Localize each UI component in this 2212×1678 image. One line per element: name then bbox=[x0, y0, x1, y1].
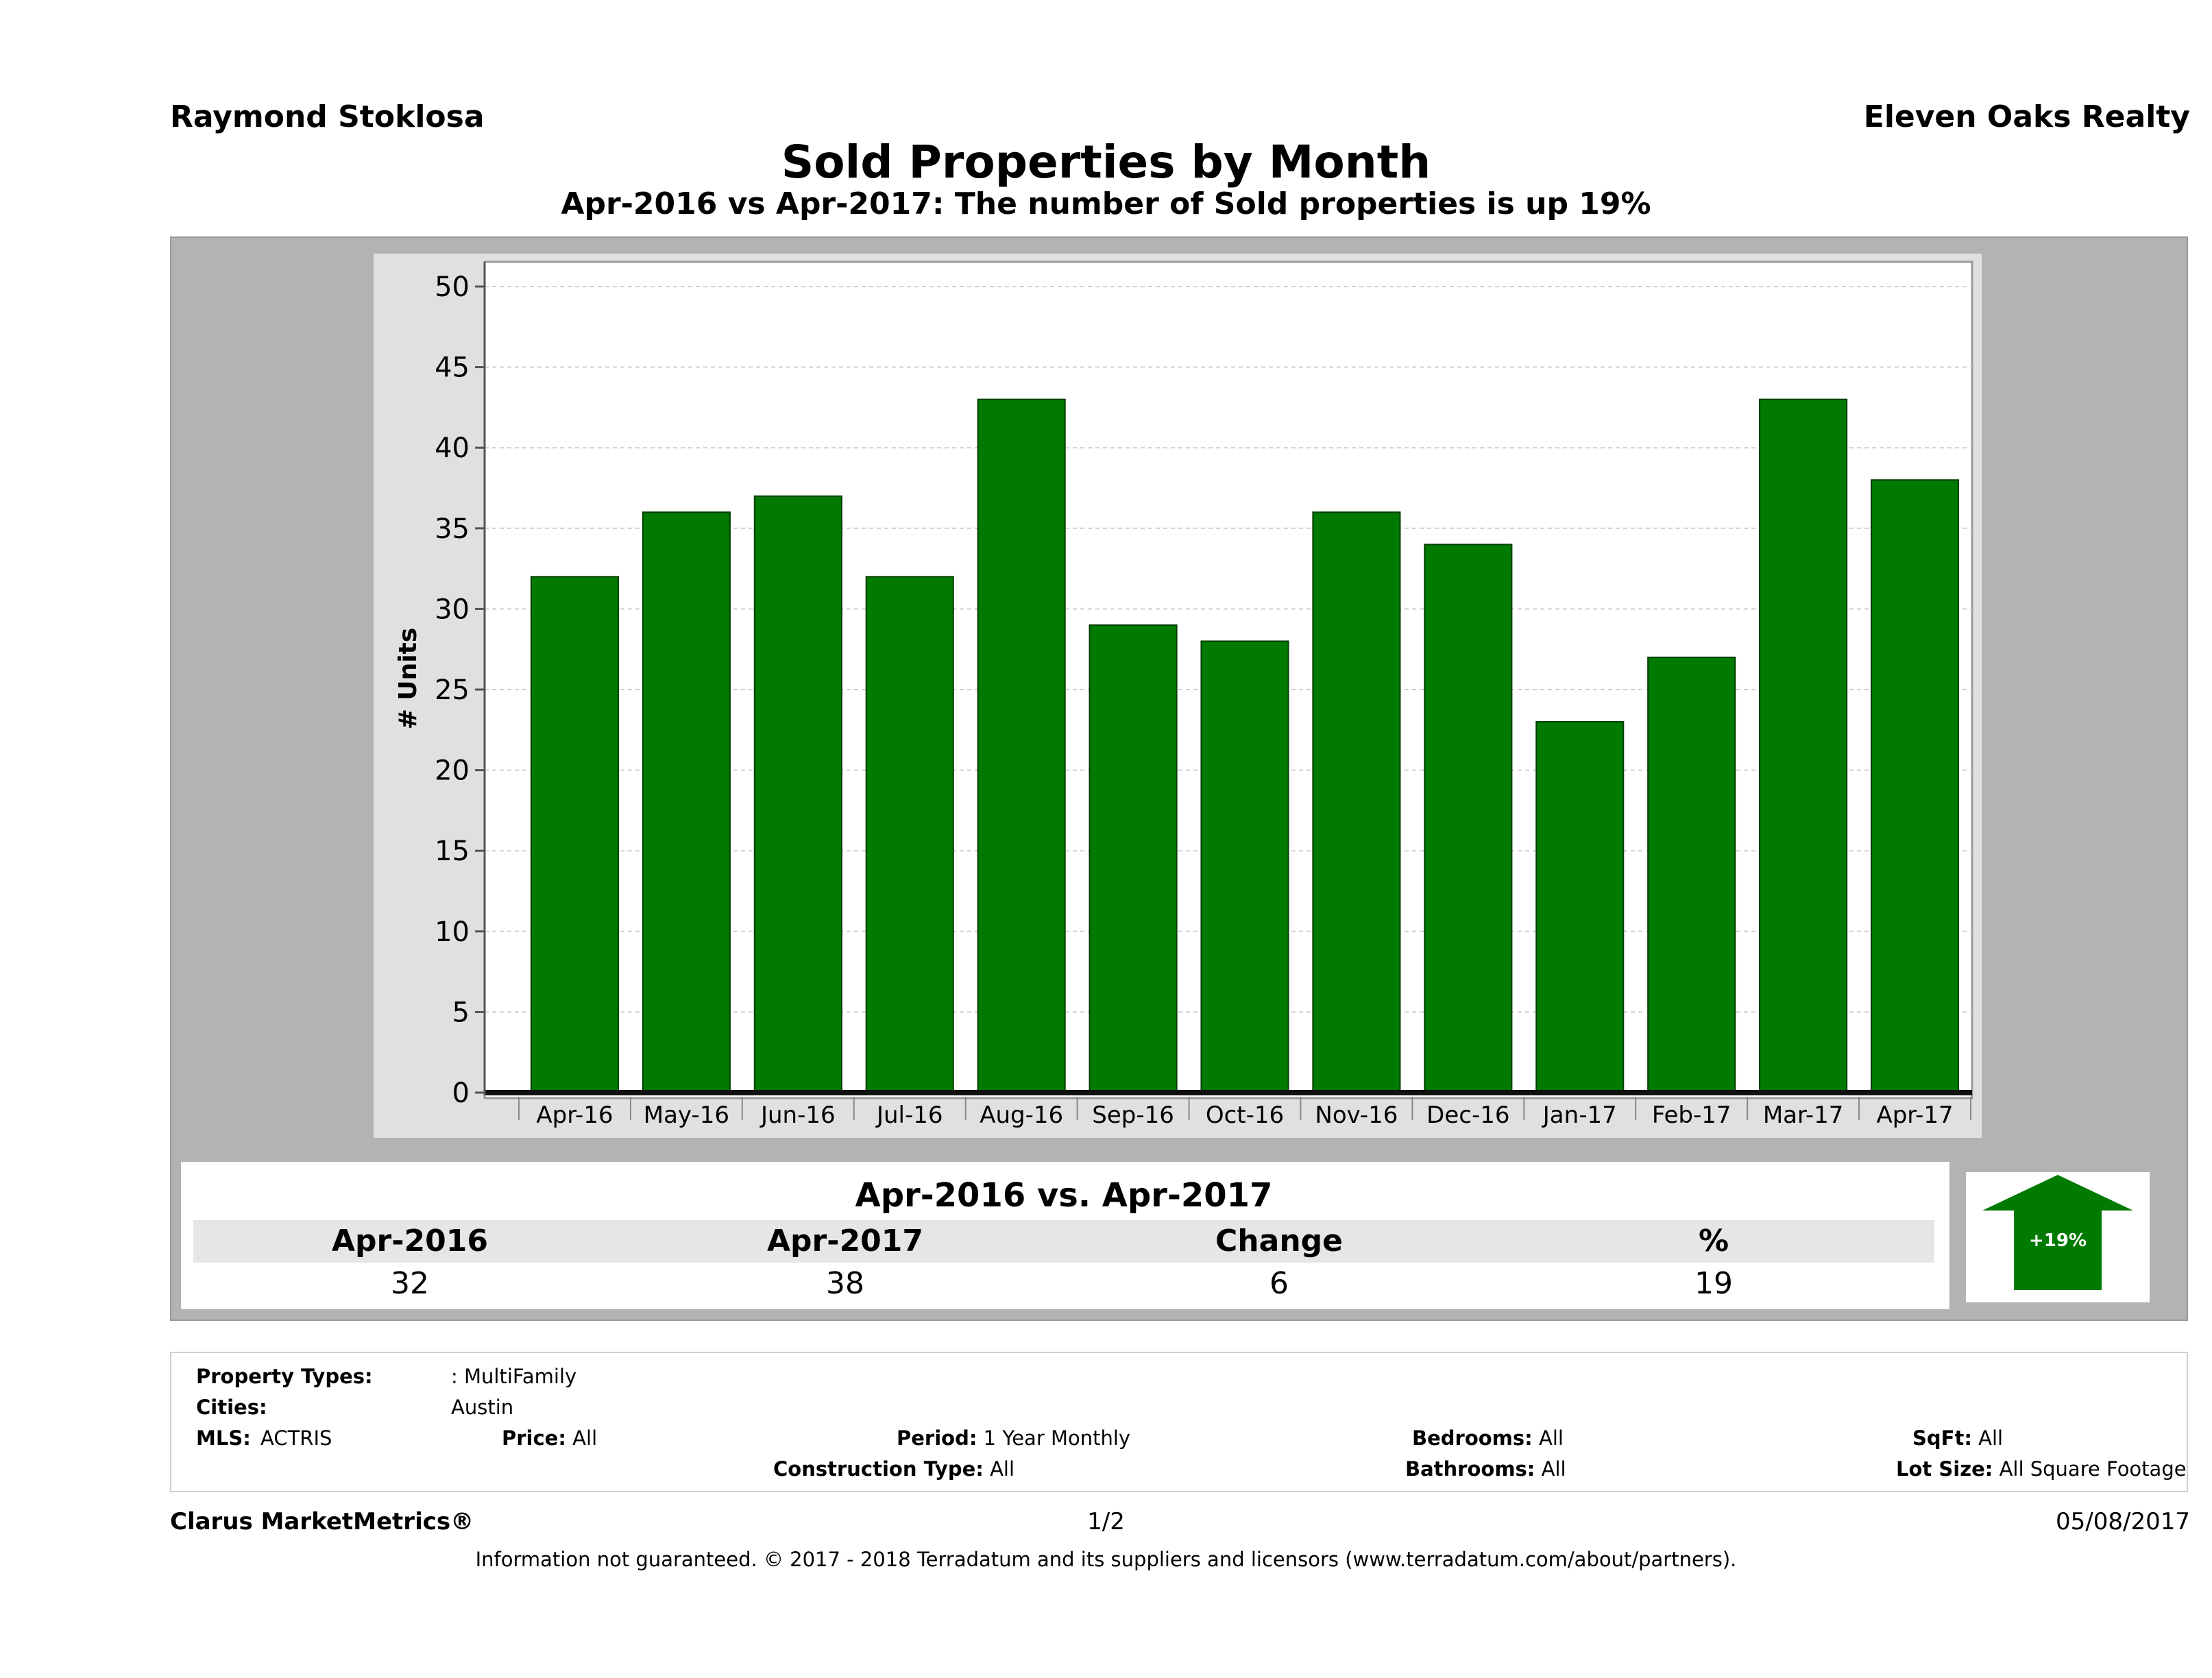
summary-value-percent: 19 bbox=[1694, 1266, 1733, 1301]
bedrooms-value: All bbox=[1538, 1426, 1564, 1450]
x-tick-label: May-16 bbox=[644, 1102, 729, 1129]
x-tick-label: Jun-16 bbox=[759, 1102, 836, 1129]
period-value: 1 Year Monthly bbox=[983, 1426, 1131, 1450]
y-tick-label: 5 bbox=[452, 997, 470, 1028]
x-tick-label: Oct-16 bbox=[1206, 1102, 1284, 1129]
summary-value-apr2016: 32 bbox=[391, 1266, 429, 1301]
bathrooms-label: Bathrooms: bbox=[1405, 1457, 1535, 1481]
chart-title: Sold Properties by Month bbox=[781, 136, 1431, 189]
mls-label: MLS: bbox=[196, 1426, 251, 1450]
construction-value: All bbox=[990, 1457, 1015, 1481]
change-indicator: +19% bbox=[1966, 1172, 2150, 1302]
lotsize-filter: Lot Size: All Square Footage bbox=[1896, 1457, 2187, 1481]
y-tick-label: 35 bbox=[435, 513, 470, 545]
bar-jul-16 bbox=[865, 576, 954, 1093]
footer-brand: Clarus MarketMetrics® bbox=[170, 1508, 474, 1535]
construction-filter: Construction Type: All bbox=[773, 1457, 1014, 1481]
bedrooms-label: Bedrooms: bbox=[1412, 1426, 1533, 1450]
y-tick-label: 20 bbox=[435, 755, 470, 787]
x-tick-label: Sep-16 bbox=[1092, 1102, 1174, 1129]
office-name: Eleven Oaks Realty bbox=[1863, 99, 2190, 134]
x-tick-label: Mar-17 bbox=[1763, 1102, 1844, 1129]
x-tick-label: Dec-16 bbox=[1426, 1102, 1509, 1129]
bedrooms-filter: Bedrooms: All bbox=[1412, 1426, 1564, 1450]
agent-name: Raymond Stoklosa bbox=[170, 99, 485, 134]
bathrooms-filter: Bathrooms: All bbox=[1405, 1457, 1566, 1481]
summary-header-apr2017: Apr-2017 bbox=[767, 1224, 923, 1258]
bar-apr-17 bbox=[1870, 479, 1960, 1093]
bar-oct-16 bbox=[1200, 640, 1289, 1093]
bar-feb-17 bbox=[1647, 656, 1736, 1093]
up-arrow-icon: +19% bbox=[1982, 1175, 2133, 1290]
y-tick-label: 45 bbox=[435, 352, 470, 384]
chart-subtitle: Apr-2016 vs Apr-2017: The number of Sold… bbox=[561, 186, 1651, 221]
property-types-value: : MultiFamily bbox=[451, 1365, 577, 1388]
summary-title-bar bbox=[193, 1172, 1934, 1219]
y-axis-label: # Units bbox=[394, 628, 422, 730]
summary-header-change: Change bbox=[1215, 1224, 1343, 1258]
footer-page-number: 1/2 bbox=[1087, 1508, 1125, 1535]
change-badge-text: +19% bbox=[2029, 1230, 2087, 1251]
bar-sep-16 bbox=[1089, 624, 1178, 1093]
period-label: Period: bbox=[897, 1426, 977, 1450]
bathrooms-value: All bbox=[1541, 1457, 1566, 1481]
bar-chart: 0 5 10 15 20 25 30 35 40 45 50 Apr-16 May-16 Jun-16 J… bbox=[394, 260, 1973, 1129]
construction-label: Construction Type: bbox=[773, 1457, 984, 1481]
property-types-label: Property Types: bbox=[196, 1365, 373, 1388]
footer-disclaimer: Information not guaranteed. © 2017 - 201… bbox=[475, 1548, 1737, 1571]
bar-aug-16 bbox=[977, 398, 1066, 1093]
summary-title: Apr-2016 vs. Apr-2017 bbox=[855, 1176, 1273, 1215]
summary-header-apr2016: Apr-2016 bbox=[332, 1224, 488, 1258]
price-value: All bbox=[572, 1426, 598, 1450]
y-tick-label: 40 bbox=[435, 433, 470, 464]
x-tick-label: Apr-17 bbox=[1876, 1102, 1953, 1129]
y-tick-label: 15 bbox=[435, 836, 470, 867]
bar-jun-16 bbox=[753, 495, 842, 1093]
sqft-filter: SqFt: All bbox=[1912, 1426, 2003, 1450]
summary-header-row bbox=[193, 1220, 1934, 1263]
x-tick-label: Jul-16 bbox=[875, 1102, 943, 1129]
bar-mar-17 bbox=[1759, 398, 1848, 1093]
lotsize-label: Lot Size: bbox=[1896, 1457, 1993, 1481]
bar-may-16 bbox=[642, 511, 731, 1093]
footer-date: 05/08/2017 bbox=[2056, 1508, 2190, 1535]
y-tick-label: 10 bbox=[435, 916, 470, 948]
bar-dec-16 bbox=[1424, 544, 1513, 1093]
cities-value: Austin bbox=[451, 1396, 514, 1419]
period-filter: Period: 1 Year Monthly bbox=[897, 1426, 1130, 1450]
filter-summary bbox=[170, 1352, 2188, 1492]
sqft-label: SqFt: bbox=[1912, 1426, 1972, 1450]
summary-value-row bbox=[193, 1264, 1934, 1304]
x-tick-label: Jan-17 bbox=[1542, 1102, 1617, 1129]
chart-container: 0 5 10 15 20 25 30 35 40 45 50 Apr-16 May-16 Jun-16 J… bbox=[374, 254, 1982, 1138]
price-label: Price: bbox=[502, 1426, 566, 1450]
summary-header-percent: % bbox=[1698, 1224, 1729, 1258]
lotsize-value: All Square Footage bbox=[1999, 1457, 2187, 1481]
x-tick-label: Aug-16 bbox=[980, 1102, 1063, 1129]
bar-apr-16 bbox=[530, 576, 620, 1093]
y-tick-label: 0 bbox=[452, 1078, 470, 1109]
x-tick-label: Apr-16 bbox=[536, 1102, 613, 1129]
cities-label: Cities: bbox=[196, 1396, 267, 1419]
bar-jan-17 bbox=[1535, 721, 1625, 1093]
y-tick-label: 50 bbox=[435, 271, 470, 303]
y-tick-label: 25 bbox=[435, 674, 470, 706]
summary-value-apr2017: 38 bbox=[826, 1266, 864, 1301]
mls-value: ACTRIS bbox=[260, 1426, 332, 1450]
x-tick-label: Nov-16 bbox=[1315, 1102, 1398, 1129]
sqft-value: All bbox=[1978, 1426, 2004, 1450]
price-filter: Price: All bbox=[502, 1426, 597, 1450]
x-tick-label: Feb-17 bbox=[1652, 1102, 1731, 1129]
bar-nov-16 bbox=[1312, 511, 1401, 1093]
y-tick-label: 30 bbox=[435, 594, 470, 625]
summary-value-change: 6 bbox=[1269, 1266, 1289, 1301]
